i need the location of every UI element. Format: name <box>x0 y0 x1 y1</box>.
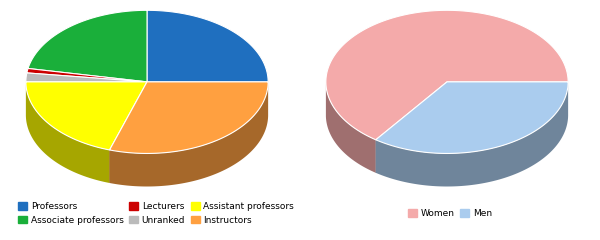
Polygon shape <box>26 73 147 82</box>
Legend: Professors, Associate professors, Lecturers, Unranked, Assistant professors, Ins: Professors, Associate professors, Lectur… <box>18 202 294 225</box>
Polygon shape <box>27 68 147 82</box>
Polygon shape <box>326 10 568 140</box>
Polygon shape <box>26 82 110 183</box>
Polygon shape <box>28 10 147 82</box>
Legend: Women, Men: Women, Men <box>408 209 492 218</box>
Polygon shape <box>376 82 568 186</box>
Polygon shape <box>147 10 268 82</box>
Polygon shape <box>326 83 376 173</box>
Polygon shape <box>447 82 568 115</box>
Polygon shape <box>376 82 447 173</box>
Polygon shape <box>110 82 147 183</box>
Polygon shape <box>376 82 568 153</box>
Polygon shape <box>376 82 447 173</box>
Polygon shape <box>110 82 268 186</box>
Polygon shape <box>110 82 268 153</box>
Polygon shape <box>147 82 268 115</box>
Polygon shape <box>110 82 147 183</box>
Polygon shape <box>26 82 147 150</box>
